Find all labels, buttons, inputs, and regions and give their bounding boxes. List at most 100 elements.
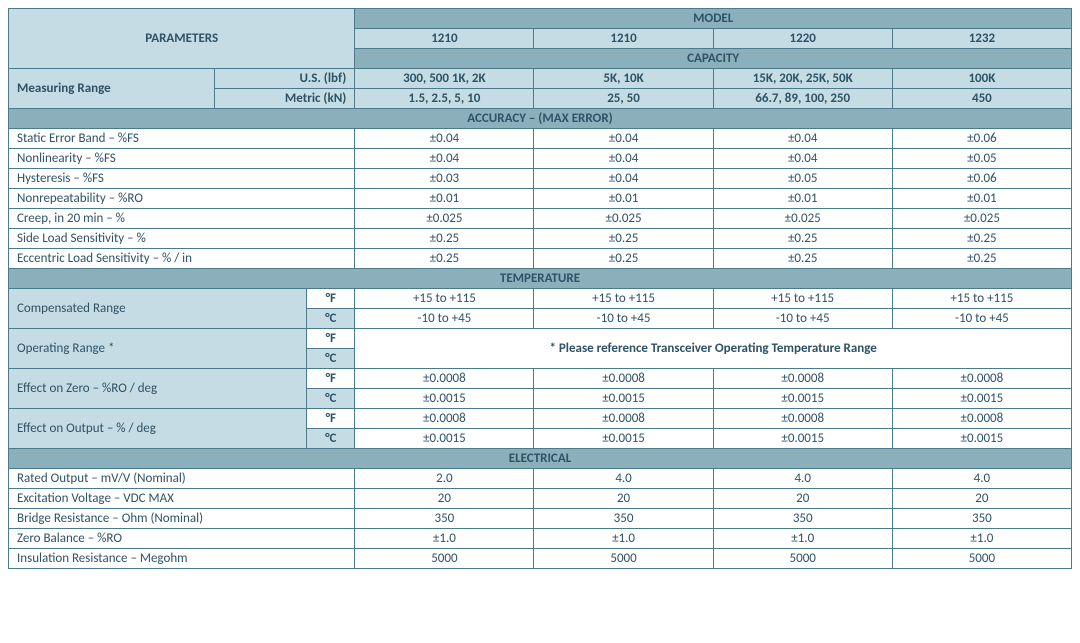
elec-val-4-3: 5000 [892, 549, 1071, 569]
accuracy-val-4-0: ±0.025 [355, 209, 534, 229]
zero-unit-f: °F [307, 369, 355, 389]
accuracy-val-0-3: ±0.06 [892, 129, 1071, 149]
output-label: Effect on Output – % / deg [9, 409, 307, 449]
zero-f-0: ±0.0008 [355, 369, 534, 389]
accuracy-val-5-1: ±0.25 [534, 229, 713, 249]
comp-c-1: -10 to +45 [534, 309, 713, 329]
elec-val-0-3: 4.0 [892, 469, 1071, 489]
accuracy-val-0-2: ±0.04 [713, 129, 892, 149]
accuracy-val-6-0: ±0.25 [355, 249, 534, 269]
zero-c-2: ±0.0015 [713, 389, 892, 409]
elec-val-0-2: 4.0 [713, 469, 892, 489]
zero-f-1: ±0.0008 [534, 369, 713, 389]
parameters-header: PARAMETERS [9, 9, 355, 69]
comp-c-2: -10 to +45 [713, 309, 892, 329]
elec-label-4: Insulation Resistance – Megohm [9, 549, 355, 569]
accuracy-label-5: Side Load Sensitivity – % [9, 229, 355, 249]
accuracy-val-4-2: ±0.025 [713, 209, 892, 229]
elec-val-4-2: 5000 [713, 549, 892, 569]
comp-f-3: +15 to +115 [892, 289, 1071, 309]
capacity-header: CAPACITY [355, 49, 1072, 69]
out-c-3: ±0.0015 [892, 429, 1071, 449]
accuracy-val-3-1: ±0.01 [534, 189, 713, 209]
comp-f-0: +15 to +115 [355, 289, 534, 309]
zero-unit-c: °C [307, 389, 355, 409]
temperature-band: TEMPERATURE [9, 269, 1072, 289]
metric-val-1: 25, 50 [534, 89, 713, 109]
model-col-0: 1210 [355, 29, 534, 49]
accuracy-val-3-3: ±0.01 [892, 189, 1071, 209]
zero-c-1: ±0.0015 [534, 389, 713, 409]
elec-val-1-0: 20 [355, 489, 534, 509]
out-f-1: ±0.0008 [534, 409, 713, 429]
accuracy-val-2-0: ±0.03 [355, 169, 534, 189]
comp-c-3: -10 to +45 [892, 309, 1071, 329]
out-c-2: ±0.0015 [713, 429, 892, 449]
elec-val-2-0: 350 [355, 509, 534, 529]
accuracy-val-2-1: ±0.04 [534, 169, 713, 189]
op-unit-f: °F [307, 329, 355, 349]
elec-val-1-3: 20 [892, 489, 1071, 509]
elec-val-1-1: 20 [534, 489, 713, 509]
elec-val-4-0: 5000 [355, 549, 534, 569]
elec-val-3-0: ±1.0 [355, 529, 534, 549]
elec-label-2: Bridge Resistance – Ohm (Nominal) [9, 509, 355, 529]
comp-unit-c: °C [307, 309, 355, 329]
accuracy-val-6-1: ±0.25 [534, 249, 713, 269]
model-col-1: 1210 [534, 29, 713, 49]
accuracy-val-2-3: ±0.06 [892, 169, 1071, 189]
zero-f-2: ±0.0008 [713, 369, 892, 389]
comp-f-2: +15 to +115 [713, 289, 892, 309]
out-f-0: ±0.0008 [355, 409, 534, 429]
elec-val-0-1: 4.0 [534, 469, 713, 489]
accuracy-val-1-3: ±0.05 [892, 149, 1071, 169]
comp-c-0: -10 to +45 [355, 309, 534, 329]
accuracy-val-5-3: ±0.25 [892, 229, 1071, 249]
zero-label: Effect on Zero – %RO / deg [9, 369, 307, 409]
us-val-3: 100K [892, 69, 1071, 89]
accuracy-label-6: Eccentric Load Sensitivity – % / in [9, 249, 355, 269]
out-c-1: ±0.0015 [534, 429, 713, 449]
metric-val-0: 1.5, 2.5, 5, 10 [355, 89, 534, 109]
accuracy-val-5-0: ±0.25 [355, 229, 534, 249]
spec-table: PARAMETERSMODEL1210121012201232CAPACITYM… [8, 8, 1072, 569]
op-note: * Please reference Transceiver Operating… [355, 329, 1072, 369]
accuracy-val-6-3: ±0.25 [892, 249, 1071, 269]
accuracy-val-4-1: ±0.025 [534, 209, 713, 229]
out-unit-f: °F [307, 409, 355, 429]
accuracy-val-4-3: ±0.025 [892, 209, 1071, 229]
metric-val-3: 450 [892, 89, 1071, 109]
accuracy-label-1: Nonlinearity – %FS [9, 149, 355, 169]
elec-val-3-1: ±1.0 [534, 529, 713, 549]
accuracy-val-5-2: ±0.25 [713, 229, 892, 249]
zero-c-0: ±0.0015 [355, 389, 534, 409]
elec-val-4-1: 5000 [534, 549, 713, 569]
accuracy-val-1-1: ±0.04 [534, 149, 713, 169]
accuracy-val-3-0: ±0.01 [355, 189, 534, 209]
op-unit-c: °C [307, 349, 355, 369]
op-range-label: Operating Range * [9, 329, 307, 369]
accuracy-band: ACCURACY – (MAX ERROR) [9, 109, 1072, 129]
electrical-band: ELECTRICAL [9, 449, 1072, 469]
elec-label-0: Rated Output – mV/V (Nominal) [9, 469, 355, 489]
accuracy-label-2: Hysteresis – %FS [9, 169, 355, 189]
zero-c-3: ±0.0015 [892, 389, 1071, 409]
metric-val-2: 66.7, 89, 100, 250 [713, 89, 892, 109]
accuracy-label-3: Nonrepeatability – %RO [9, 189, 355, 209]
elec-val-2-2: 350 [713, 509, 892, 529]
us-val-0: 300, 500 1K, 2K [355, 69, 534, 89]
model-header: MODEL [355, 9, 1072, 29]
accuracy-val-0-1: ±0.04 [534, 129, 713, 149]
model-col-2: 1220 [713, 29, 892, 49]
accuracy-val-2-2: ±0.05 [713, 169, 892, 189]
out-f-3: ±0.0008 [892, 409, 1071, 429]
us-val-1: 5K, 10K [534, 69, 713, 89]
out-f-2: ±0.0008 [713, 409, 892, 429]
zero-f-3: ±0.0008 [892, 369, 1071, 389]
metric-label: Metric (kN) [215, 89, 355, 109]
accuracy-val-6-2: ±0.25 [713, 249, 892, 269]
elec-val-2-1: 350 [534, 509, 713, 529]
accuracy-val-1-0: ±0.04 [355, 149, 534, 169]
measuring-range-label: Measuring Range [9, 69, 215, 109]
accuracy-label-0: Static Error Band – %FS [9, 129, 355, 149]
